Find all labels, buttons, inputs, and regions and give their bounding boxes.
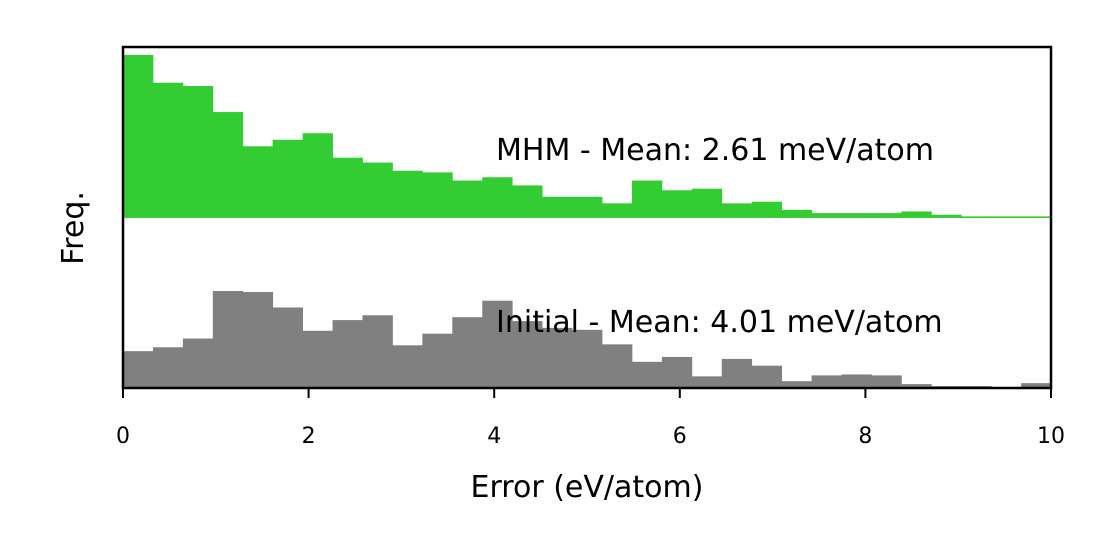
- mhm-bar: [182, 85, 214, 218]
- initial-bar: [901, 384, 932, 388]
- mhm-bar: [542, 196, 573, 218]
- initial-bar: [332, 320, 363, 388]
- mhm-bar: [931, 214, 962, 218]
- mhm-bar: [362, 162, 393, 218]
- mhm-bar: [332, 157, 363, 218]
- mhm-bar: [602, 203, 633, 218]
- initial-bar: [392, 345, 423, 388]
- mhm-bar: [991, 216, 1022, 218]
- mhm-bar: [1021, 216, 1052, 218]
- mhm-bar: [452, 180, 483, 218]
- initial-bar: [482, 300, 513, 388]
- initial-bar: [661, 356, 693, 388]
- initial-bar: [751, 365, 783, 388]
- x-tick-label: 10: [1037, 424, 1065, 449]
- initial-bar: [362, 315, 393, 388]
- initial-bar: [512, 321, 543, 388]
- mhm-bar: [123, 55, 154, 218]
- mhm-bar: [901, 211, 932, 218]
- x-tick-label: 4: [487, 424, 501, 449]
- mhm-bar: [841, 213, 872, 218]
- mhm-bar: [272, 139, 304, 218]
- y-axis-label: Freq.: [56, 191, 91, 265]
- initial-bar: [631, 361, 663, 388]
- x-tick-label: 2: [302, 424, 316, 449]
- initial-bar: [572, 329, 603, 388]
- initial-bar: [212, 291, 244, 388]
- x-axis-label: Error (eV/atom): [471, 470, 704, 505]
- mhm-bar: [392, 170, 423, 218]
- mhm-bar: [721, 203, 753, 218]
- initial-bar: [781, 381, 812, 388]
- mhm-bar: [242, 146, 274, 218]
- mhm-bar: [751, 201, 783, 218]
- initial-bar: [452, 317, 483, 388]
- x-tick-label: 6: [673, 424, 687, 449]
- x-tick-label: 8: [858, 424, 872, 449]
- initial-bar: [302, 330, 333, 388]
- initial-bar: [542, 327, 573, 388]
- x-axis-ticks: 0 2 4 6 8 10: [116, 388, 1065, 449]
- initial-bar: [422, 333, 453, 388]
- mhm-bar: [482, 177, 513, 218]
- initial-annotation: Initial - Mean: 4.01 meV/atom: [496, 305, 943, 340]
- mhm-histogram-bars: [123, 55, 1052, 219]
- mhm-bar: [302, 133, 333, 218]
- mhm-bar: [212, 112, 244, 218]
- mhm-bar: [961, 216, 992, 218]
- initial-bar: [811, 375, 842, 388]
- mhm-bar: [422, 172, 453, 218]
- initial-bar: [871, 375, 902, 388]
- initial-bar: [272, 307, 304, 388]
- initial-histogram-bars: [123, 291, 1052, 388]
- initial-bar: [721, 358, 753, 388]
- mhm-bar: [811, 213, 842, 218]
- mhm-bar: [781, 209, 812, 218]
- initial-bar: [182, 338, 214, 388]
- mhm-bar: [661, 190, 693, 218]
- initial-bar: [242, 291, 274, 388]
- x-tick-label: 0: [116, 424, 130, 449]
- mhm-bar: [572, 196, 603, 218]
- initial-bar: [841, 374, 872, 388]
- mhm-bar: [871, 213, 902, 218]
- mhm-annotation: MHM - Mean: 2.61 meV/atom: [496, 133, 934, 168]
- mhm-bar: [152, 82, 184, 219]
- initial-bar: [123, 351, 154, 388]
- initial-bar: [152, 347, 184, 388]
- initial-bar: [691, 376, 723, 388]
- mhm-bar: [631, 180, 663, 218]
- plot-frame: [121, 45, 1053, 390]
- initial-bar: [1021, 383, 1052, 388]
- mhm-bar: [512, 185, 543, 218]
- mhm-bar: [691, 188, 723, 218]
- initial-bar: [602, 344, 633, 388]
